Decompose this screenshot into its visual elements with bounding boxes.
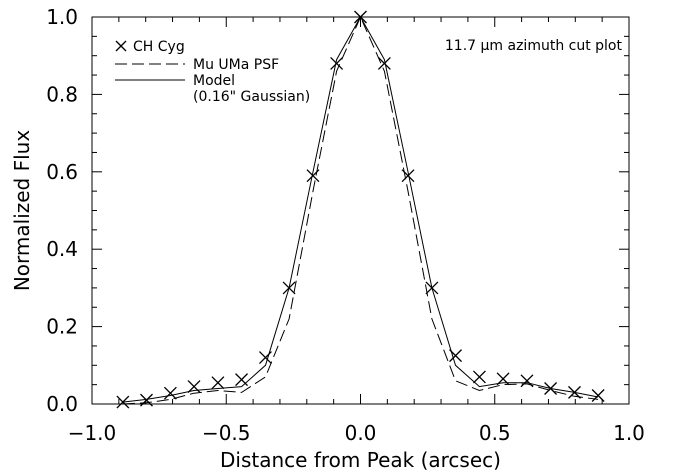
- legend-label-model-detail: (0.16" Gaussian): [193, 89, 310, 105]
- legend-marker-ch-cyg: [115, 40, 127, 52]
- legend-marker-stroke: [115, 40, 127, 52]
- x-axis-title: Distance from Peak (arcsec): [220, 448, 501, 472]
- data-point-ch-cyg: [330, 56, 344, 70]
- labels-layer: −1.0 −0.5 0.0 0.5 1.0 0.0 0.2 0.4 0.6 0.8 1.0: [46, 5, 645, 445]
- legend-label-mu-uma-psf: Mu UMa PSF: [193, 57, 279, 73]
- data-point-ch-cyg: [401, 169, 415, 183]
- y-tick-label: 0.8: [46, 82, 78, 106]
- data-point-ch-cyg: [496, 372, 510, 386]
- y-tick-label: 0.6: [46, 160, 78, 184]
- y-tick-label: 0.4: [46, 237, 78, 261]
- x-tick-label: −0.5: [202, 421, 251, 445]
- legend: CH Cyg Mu UMa PSF Model (0.16" Gaussian): [115, 39, 310, 105]
- plot-frame: [91, 16, 630, 405]
- x-tick-label: −1.0: [68, 421, 117, 445]
- x-tick-label: 0.5: [479, 421, 511, 445]
- x-tick-label: 0.0: [345, 421, 377, 445]
- legend-label-model: Model: [193, 73, 235, 89]
- y-tick-label: 0.0: [46, 392, 78, 416]
- data-point-ch-cyg: [377, 56, 391, 70]
- legend-label-ch-cyg: CH Cyg: [133, 39, 185, 55]
- data-point-ch-cyg: [235, 373, 249, 387]
- x-tick-label: 1.0: [613, 421, 645, 445]
- data-point-ch-cyg: [520, 374, 534, 388]
- chart-annotation: 11.7 μm azimuth cut plot: [445, 38, 623, 54]
- data-point-ch-cyg: [187, 380, 201, 394]
- data-point-ch-cyg: [211, 376, 225, 390]
- y-tick-label: 1.0: [46, 5, 78, 29]
- data-point-ch-cyg: [472, 370, 486, 384]
- data-point-ch-cyg: [449, 349, 463, 363]
- y-tick-label: 0.2: [46, 315, 78, 339]
- data-point-ch-cyg: [591, 389, 605, 402]
- data-point-ch-cyg: [116, 395, 130, 409]
- y-axis-title: Normalized Flux: [10, 130, 34, 292]
- data-point-ch-cyg: [163, 386, 177, 400]
- ticks-layer: [91, 16, 630, 405]
